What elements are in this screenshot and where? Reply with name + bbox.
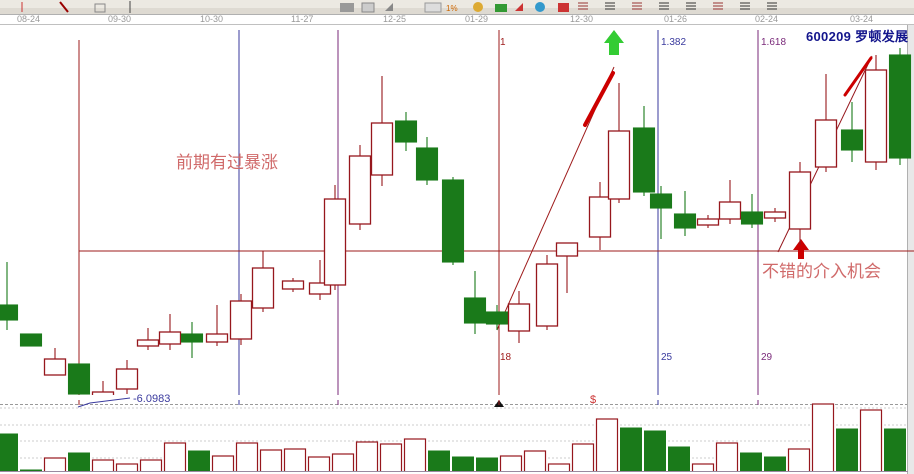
svg-text:1.382: 1.382	[661, 37, 686, 48]
svg-text:1.618: 1.618	[761, 37, 786, 48]
svg-text:前期有过暴涨: 前期有过暴涨	[176, 153, 278, 172]
svg-text:1: 1	[500, 37, 506, 48]
svg-text:不错的介入机会: 不错的介入机会	[762, 262, 881, 281]
svg-text:25: 25	[661, 352, 673, 363]
svg-text:29: 29	[761, 352, 773, 363]
svg-text:1%: 1%	[446, 4, 458, 13]
svg-text:18: 18	[500, 352, 512, 363]
